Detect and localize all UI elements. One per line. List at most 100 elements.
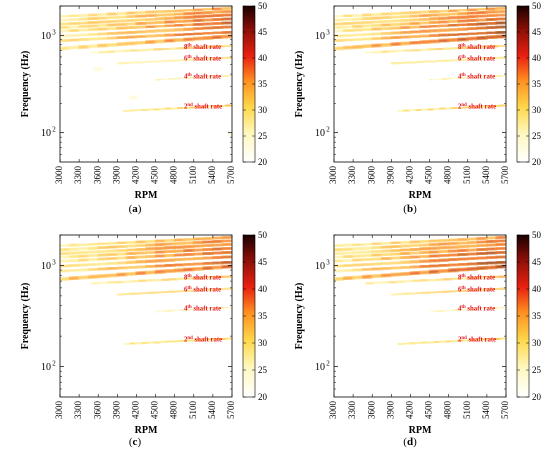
x-tick-label: 4200 (405, 166, 415, 185)
x-tick-label: 5100 (462, 166, 472, 185)
colorbar-tick-label: 40 (258, 53, 268, 63)
x-axis-label: RPM (409, 190, 432, 201)
colorbar-tick-label: 20 (532, 157, 542, 167)
spectrogram-panel-a: 3000 3300 3600 3900 4200 4500 4800 5100 5400 5700… (20, 1, 268, 215)
colorbar-tick-label: 35 (258, 311, 268, 321)
panel-caption: (c) (129, 436, 142, 448)
x-tick-label: 3000 (328, 166, 338, 185)
x-tick-label: 5400 (481, 401, 491, 420)
harmonic-annotation: 2nd shaft rate (458, 103, 496, 111)
x-tick-label: 5400 (207, 166, 217, 185)
y-tick-label: 10 (41, 128, 51, 139)
x-tick-label: 5400 (207, 401, 217, 420)
x-tick-label: 4500 (424, 401, 434, 420)
heatmap-traces (334, 235, 506, 347)
x-tick-label: 3000 (54, 401, 64, 420)
y-tick-label: 10 (315, 362, 325, 373)
x-tick-label: 4500 (150, 166, 160, 185)
colorbar-tick-label: 45 (258, 27, 268, 37)
x-tick-label: 4500 (424, 166, 434, 185)
colorbar-tick-label: 50 (258, 230, 268, 240)
x-tick-label: 3300 (73, 166, 83, 185)
heatmap-traces (334, 6, 506, 114)
spectrogram-panel-b: 3000 3300 3600 3900 4200 4500 4800 5100 5400 5700… (294, 1, 542, 215)
y-tick-exponent: 3 (326, 258, 330, 266)
colorbar-tick-label: 50 (532, 230, 542, 240)
colorbar-tick-label: 40 (532, 53, 542, 63)
y-tick-label: 10 (41, 362, 51, 373)
harmonic-annotation: 8th shaft rate (184, 43, 221, 51)
colorbar-tick-label: 30 (532, 105, 542, 115)
y-axis-label: Frequency (Hz) (294, 283, 305, 350)
colorbar-tick-label: 25 (258, 365, 268, 375)
x-tick-label: 4200 (131, 166, 141, 185)
x-tick-label: 3900 (385, 401, 395, 420)
x-tick-label: 4800 (169, 166, 179, 185)
colorbar-tick-label: 30 (258, 105, 268, 115)
colorbar-tick-label: 20 (532, 392, 542, 402)
colorbar-tick-label: 35 (532, 79, 542, 89)
colorbar-tick-label: 25 (532, 365, 542, 375)
harmonic-annotation: 6th shaft rate (458, 55, 495, 63)
plot-frame (333, 5, 507, 163)
colorbar-tick-label: 45 (532, 257, 542, 267)
x-tick-label: 5100 (188, 401, 198, 420)
x-tick-label: 5700 (226, 401, 236, 420)
harmonic-annotation: 6th shaft rate (184, 286, 221, 294)
x-tick-label: 3900 (385, 166, 395, 185)
panel-caption: (d) (403, 436, 417, 448)
harmonic-annotation: 8th shaft rate (458, 43, 495, 51)
x-axis-label: RPM (135, 190, 158, 201)
harmonic-annotation: 8th shaft rate (184, 274, 221, 282)
colorbar-tick-label: 35 (532, 311, 542, 321)
harmonic-annotation: 2nd shaft rate (184, 336, 222, 344)
harmonic-annotation: 4th shaft rate (184, 305, 221, 313)
x-tick-label: 4800 (169, 401, 179, 420)
colorbar-tick-label: 50 (258, 1, 268, 11)
x-tick-label: 5700 (500, 166, 510, 185)
x-axis-label: RPM (135, 425, 158, 436)
panel-caption: (b) (403, 203, 417, 215)
y-tick-exponent: 2 (326, 126, 330, 134)
harmonic-annotation: 4th shaft rate (184, 73, 221, 81)
x-tick-label: 4200 (405, 401, 415, 420)
x-tick-label: 3900 (111, 166, 121, 185)
harmonic-annotation: 6th shaft rate (458, 286, 495, 294)
colorbar-tick-label: 35 (258, 79, 268, 89)
y-tick-exponent: 3 (52, 258, 56, 266)
harmonic-annotation: 4th shaft rate (458, 305, 495, 313)
x-tick-label: 3300 (347, 166, 357, 185)
colorbar-tick-label: 30 (532, 338, 542, 348)
colorbar-tick-label: 45 (532, 27, 542, 37)
x-tick-label: 3600 (366, 166, 376, 185)
x-tick-label: 3600 (92, 166, 102, 185)
y-tick-exponent: 2 (52, 126, 56, 134)
colorbar-tick-label: 40 (258, 284, 268, 294)
y-tick-exponent: 2 (52, 360, 56, 368)
harmonic-annotation: 6th shaft rate (184, 55, 221, 63)
y-tick-label: 10 (315, 261, 325, 272)
colorbar-tick-label: 30 (258, 338, 268, 348)
harmonic-annotation: 2nd shaft rate (184, 103, 222, 111)
y-tick-label: 10 (41, 261, 51, 272)
harmonic-annotation: 4th shaft rate (458, 73, 495, 81)
x-tick-label: 3900 (111, 401, 121, 420)
harmonic-annotation: 8th shaft rate (458, 274, 495, 282)
colorbar-tick-label: 20 (258, 392, 268, 402)
y-axis-label: Frequency (Hz) (294, 51, 305, 118)
colorbar-tick-label: 25 (532, 131, 542, 141)
spectrogram-panel-c: 3000 3300 3600 3900 4200 4500 4800 5100 5400 5700… (20, 230, 268, 448)
plot-frame (59, 5, 233, 163)
y-tick-label: 10 (315, 31, 325, 42)
spectrogram-panel-d: 3000 3300 3600 3900 4200 4500 4800 5100 5400 5700… (294, 230, 542, 448)
x-tick-label: 4800 (443, 401, 453, 420)
colorbar-tick-label: 40 (532, 284, 542, 294)
x-tick-label: 4500 (150, 401, 160, 420)
harmonic-annotation: 2nd shaft rate (458, 336, 496, 344)
colorbar-tick-label: 50 (532, 1, 542, 11)
y-tick-exponent: 3 (326, 28, 330, 36)
colorbar-tick-label: 25 (258, 131, 268, 141)
y-tick-label: 10 (315, 128, 325, 139)
x-tick-label: 3000 (54, 166, 64, 185)
